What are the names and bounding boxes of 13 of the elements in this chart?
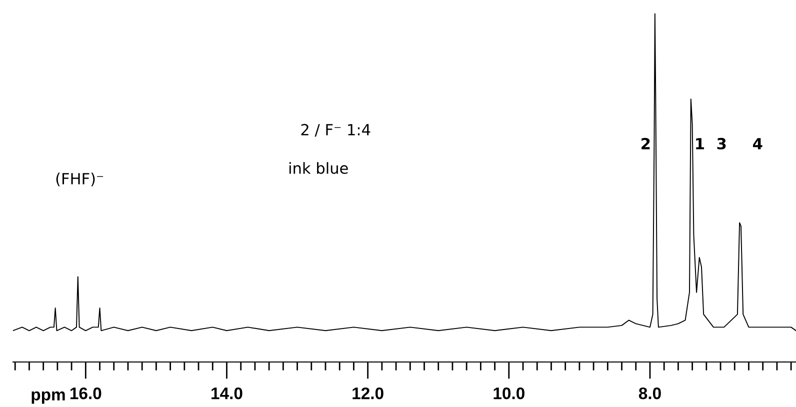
x-tick-label: 12.0 [352,387,384,400]
annotation: 3 [717,138,726,150]
x-tick-label: 16.0 [70,387,102,400]
annotation: ink blue [289,162,348,174]
annotation: (FHF)⁻ [56,172,104,186]
x-tick-label: 14.0 [212,387,242,400]
annotation: 2 [642,138,650,150]
x-tick-label: 10.0 [494,387,524,400]
annotation: 4 [753,138,762,150]
annotation: 1 [696,138,704,150]
annotation: 2 / F⁻ 1:4 [301,124,370,137]
x-axis-title: ppm [32,391,65,404]
x-tick-label: 8.0 [638,387,661,400]
